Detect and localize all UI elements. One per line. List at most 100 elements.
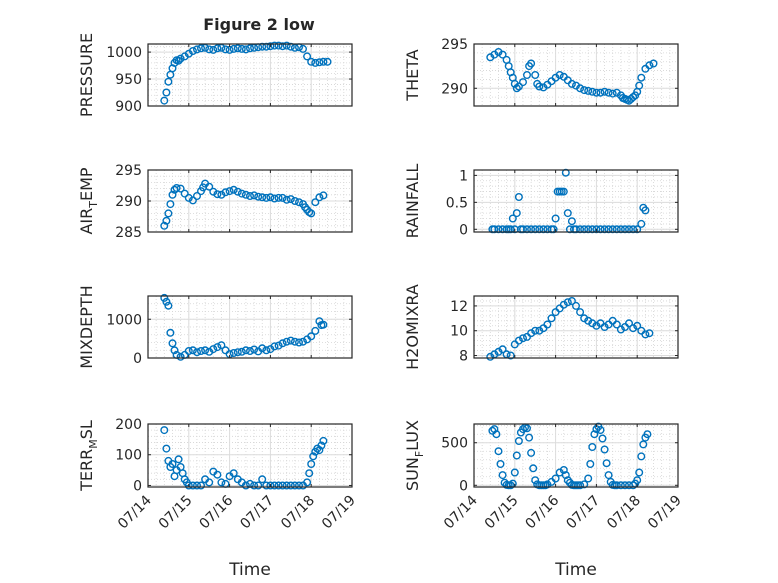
data-point xyxy=(274,341,283,350)
data-point xyxy=(580,480,589,489)
data-point xyxy=(311,326,320,335)
y-tick-label: 0 xyxy=(459,222,468,238)
y-tick-label: 290 xyxy=(115,194,142,210)
y-tick-label: 0 xyxy=(133,351,142,367)
data-point xyxy=(529,464,538,473)
y-axis-label: SUNFLUX xyxy=(403,420,426,491)
data-point xyxy=(604,88,613,97)
data-point xyxy=(274,41,283,50)
data-point xyxy=(282,195,291,204)
data-point xyxy=(270,194,279,203)
data-point xyxy=(170,346,179,355)
data-point xyxy=(576,308,585,317)
data-point xyxy=(576,84,585,93)
data-point xyxy=(278,42,287,51)
data-point xyxy=(241,481,250,490)
y-tick-label: 0 xyxy=(459,478,468,494)
data-point xyxy=(588,319,597,328)
data-point xyxy=(649,59,658,68)
data-point xyxy=(616,325,625,334)
x-axis-label: Time xyxy=(228,560,271,580)
data-point xyxy=(586,460,595,469)
data-point xyxy=(278,481,287,490)
data-point xyxy=(188,481,197,490)
data-point xyxy=(290,481,299,490)
plot-area xyxy=(148,44,352,106)
data-point xyxy=(572,225,581,234)
data-point xyxy=(282,337,291,346)
y-tick-label: 950 xyxy=(115,72,142,88)
data-point xyxy=(213,343,222,352)
data-point xyxy=(616,481,625,490)
data-point xyxy=(315,446,324,455)
data-point xyxy=(525,433,534,442)
y-tick-label: 285 xyxy=(115,225,142,241)
data-point xyxy=(233,187,242,196)
data-point xyxy=(543,320,552,329)
data-point xyxy=(282,41,291,50)
data-point xyxy=(250,191,259,200)
subplot-rainfall: 0 0.5 1 RAINFALL xyxy=(403,164,679,238)
data-point xyxy=(174,56,183,65)
data-point xyxy=(278,339,287,348)
data-point xyxy=(192,45,201,54)
data-point xyxy=(494,347,503,356)
data-point xyxy=(629,324,638,333)
data-point xyxy=(290,337,299,346)
data-point xyxy=(592,321,601,330)
data-point xyxy=(192,191,201,200)
data-point xyxy=(217,341,226,350)
data-point xyxy=(317,441,326,450)
data-point xyxy=(305,469,314,478)
data-point xyxy=(576,225,585,234)
data-point xyxy=(266,42,275,51)
data-point xyxy=(262,346,271,355)
data-point xyxy=(188,47,197,56)
data-point xyxy=(233,348,242,357)
data-point xyxy=(494,225,503,234)
data-point xyxy=(510,468,519,477)
data-point xyxy=(303,478,312,487)
data-point xyxy=(160,293,169,302)
data-point xyxy=(506,351,515,360)
data-point xyxy=(639,440,648,449)
y-tick-label: 295 xyxy=(441,37,468,53)
data-point xyxy=(254,481,263,490)
data-point xyxy=(319,320,328,329)
y-axis-label: AIRTEMP xyxy=(77,167,100,234)
data-point xyxy=(498,345,507,354)
data-point xyxy=(192,481,201,490)
data-point xyxy=(319,436,328,445)
data-point xyxy=(584,225,593,234)
data-point xyxy=(563,209,572,218)
data-point xyxy=(637,73,646,82)
y-axis-label: MIXDEPTH xyxy=(77,285,96,368)
data-point xyxy=(270,481,279,490)
data-point xyxy=(245,44,254,53)
plot-area xyxy=(474,44,678,106)
x-axis-label: Time xyxy=(554,560,597,580)
data-point xyxy=(162,88,171,97)
data-point xyxy=(233,44,242,53)
data-point xyxy=(584,86,593,95)
y-tick-label: 0.5 xyxy=(446,195,468,211)
data-point xyxy=(535,225,544,234)
data-point xyxy=(512,209,521,218)
data-point xyxy=(209,187,218,196)
data-point xyxy=(205,478,214,487)
data-point xyxy=(531,326,540,335)
data-point xyxy=(315,58,324,67)
data-point xyxy=(592,88,601,97)
data-point xyxy=(205,45,214,54)
data-point xyxy=(492,430,501,439)
data-point xyxy=(274,481,283,490)
data-point xyxy=(641,206,650,215)
data-point xyxy=(527,225,536,234)
data-point xyxy=(519,225,528,234)
data-point xyxy=(274,193,283,202)
data-point xyxy=(612,225,621,234)
data-point xyxy=(311,198,320,207)
data-point xyxy=(637,452,646,461)
data-point xyxy=(164,209,173,218)
data-point xyxy=(229,469,238,478)
